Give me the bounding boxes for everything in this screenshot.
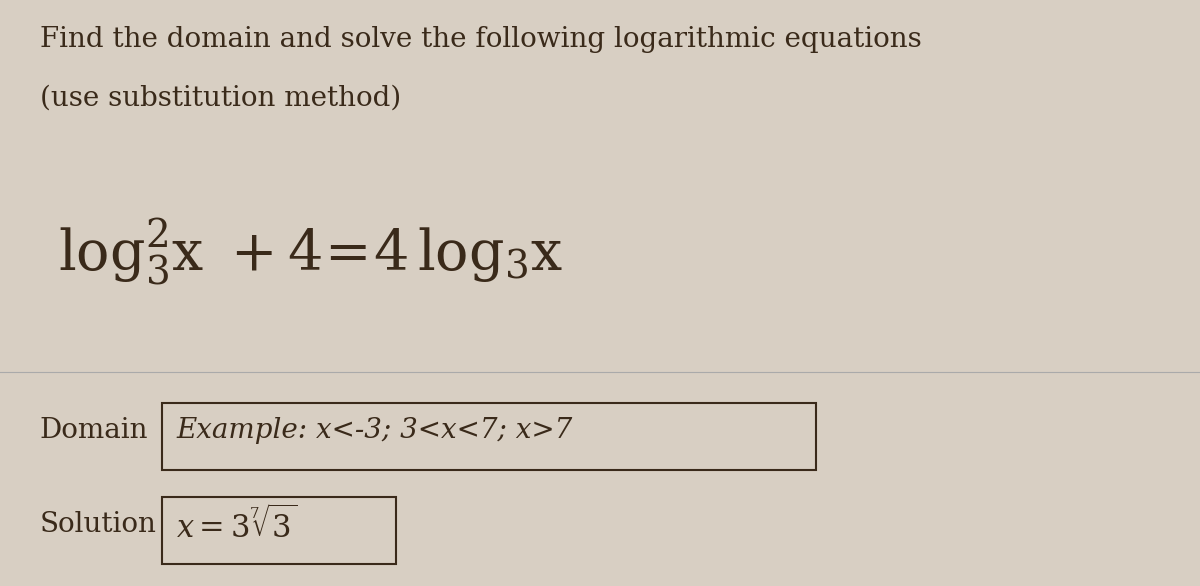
Text: (use substitution method): (use substitution method) [40,85,401,112]
Text: Domain: Domain [40,417,148,444]
Text: Solution: Solution [40,511,156,538]
Text: $\mathregular{log}^2_3\mathregular{x}\ +4\!=\!4\,\mathregular{log}_3\mathregular: $\mathregular{log}^2_3\mathregular{x}\ +… [58,216,563,288]
Text: $x = 3\sqrt[7]{3}$: $x = 3\sqrt[7]{3}$ [176,505,298,544]
Text: Example: x<-3; 3<x<7; x>7: Example: x<-3; 3<x<7; x>7 [176,417,572,444]
Text: Find the domain and solve the following logarithmic equations: Find the domain and solve the following … [40,26,922,53]
